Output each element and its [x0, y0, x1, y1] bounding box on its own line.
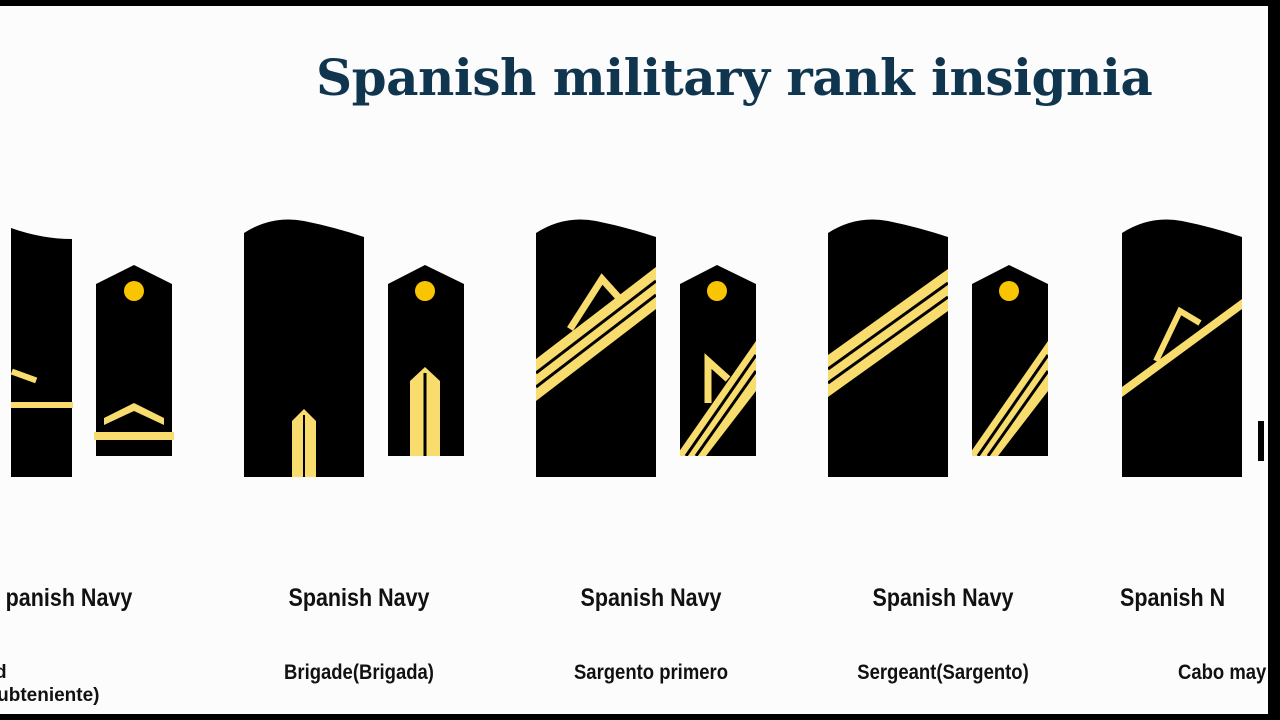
rank-label: Sergeant(Sargento) — [857, 661, 1029, 684]
rank-label: Second nant(Subteniente) — [0, 662, 100, 706]
insignia-brigada — [244, 219, 464, 477]
branch-label: panish Navy — [5, 584, 133, 612]
rank-label: Sargento primero — [573, 661, 729, 684]
rank-label: Cabo may — [1178, 661, 1267, 684]
branch-label: Spanish Navy — [580, 584, 722, 612]
page-title: Spanish military rank insignia — [316, 48, 1153, 107]
branch-label: Spanish N — [1120, 584, 1226, 612]
rank-card: Spanish Navy Sargento primero — [536, 6, 796, 714]
insignia-sargento-primero — [536, 219, 756, 477]
branch-label: Spanish Navy — [872, 584, 1014, 612]
slide-frame: Spanish military rank insignia panish Na… — [0, 6, 1268, 714]
branch-label: Spanish Navy — [288, 584, 430, 612]
rank-card: Spanish N Cabo may — [1120, 6, 1268, 714]
insignia-sargento — [828, 219, 1048, 477]
rank-card: Spanish Navy Brigade(Brigada) — [244, 6, 504, 714]
insignia-cabo-mayor — [1122, 219, 1264, 477]
rank-card: Spanish Navy Sergeant(Sargento) — [828, 6, 1088, 714]
rank-label: Brigade(Brigada) — [284, 661, 434, 684]
insignia-second-lieutenant — [10, 228, 174, 477]
rank-card: panish Navy Second nant(Subteniente) — [0, 6, 132, 714]
